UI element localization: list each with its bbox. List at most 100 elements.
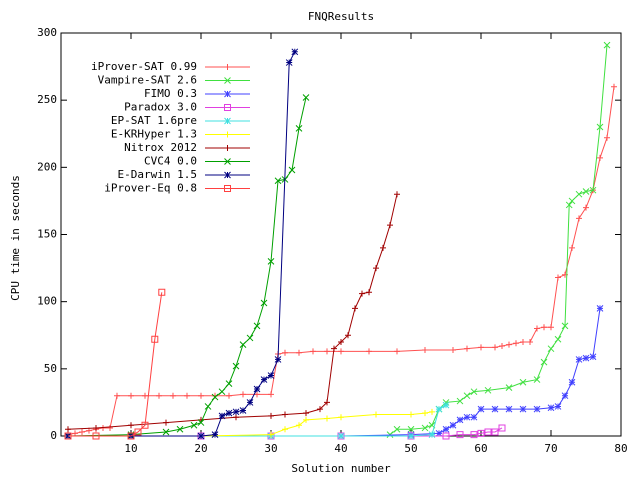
marker — [163, 419, 169, 426]
marker — [498, 424, 506, 432]
marker — [373, 265, 379, 272]
marker — [492, 344, 498, 351]
marker — [596, 305, 604, 312]
marker — [554, 403, 562, 410]
marker — [554, 335, 562, 343]
marker — [239, 341, 247, 349]
marker — [561, 392, 569, 400]
legend-marker — [224, 104, 231, 111]
marker — [225, 409, 233, 417]
marker — [547, 404, 555, 412]
marker — [218, 388, 226, 396]
marker — [513, 340, 519, 347]
marker — [324, 399, 330, 406]
marker — [394, 348, 400, 355]
marker — [128, 422, 134, 429]
marker — [285, 59, 293, 66]
marker — [470, 413, 478, 421]
marker — [72, 430, 78, 437]
series-line — [68, 292, 163, 437]
marker — [268, 391, 274, 398]
y-tick-label: 250 — [37, 93, 57, 106]
marker — [435, 405, 443, 413]
y-tick-label: 200 — [37, 160, 57, 173]
marker — [597, 154, 603, 161]
legend-label: EP-SAT 1.6pre — [111, 114, 197, 127]
marker — [575, 190, 583, 198]
marker — [295, 125, 303, 132]
legend-label: E-KRHyper 1.3 — [111, 128, 197, 141]
marker — [408, 411, 414, 418]
legend-label: iProver-Eq 0.8 — [104, 182, 197, 195]
marker — [198, 392, 204, 399]
x-tick-label: 20 — [194, 442, 207, 455]
y-tick-label: 0 — [50, 429, 57, 442]
marker — [435, 429, 443, 437]
marker — [478, 344, 484, 351]
legend-label: FIMO 0.3 — [144, 87, 197, 100]
y-tick-label: 100 — [37, 295, 57, 308]
marker — [64, 432, 72, 440]
legend-label: CVC4 0.0 — [144, 155, 197, 168]
marker — [548, 324, 554, 331]
marker — [282, 411, 288, 418]
marker — [604, 134, 610, 141]
marker — [128, 392, 134, 399]
marker — [65, 426, 71, 433]
marker — [533, 376, 541, 383]
marker — [373, 411, 379, 418]
marker — [267, 258, 275, 265]
marker — [576, 215, 582, 222]
marker — [541, 324, 547, 331]
series-line — [68, 308, 601, 437]
marker — [527, 338, 533, 345]
marker — [93, 424, 99, 431]
marker — [499, 342, 505, 349]
marker — [158, 288, 166, 296]
marker — [303, 416, 309, 423]
marker — [456, 416, 464, 424]
marker — [127, 432, 135, 440]
marker — [449, 421, 457, 429]
x-tick-label: 50 — [404, 442, 417, 455]
legend-marker — [224, 64, 231, 70]
marker — [394, 191, 400, 198]
marker — [92, 432, 100, 440]
marker — [428, 431, 436, 439]
x-axis-label: Solution number — [291, 462, 391, 475]
marker — [534, 325, 540, 332]
marker — [603, 41, 611, 49]
marker — [260, 299, 268, 307]
marker — [568, 378, 576, 386]
marker — [232, 408, 240, 416]
marker — [190, 421, 198, 429]
marker — [450, 347, 456, 354]
series-line — [68, 404, 447, 437]
marker — [583, 204, 589, 211]
marker — [268, 431, 274, 438]
marker — [338, 338, 344, 345]
x-tick-label: 70 — [544, 442, 557, 455]
marker — [170, 392, 176, 399]
marker — [303, 410, 309, 417]
marker — [282, 426, 288, 433]
marker — [324, 348, 330, 355]
marker — [184, 392, 190, 399]
marker — [226, 392, 232, 399]
marker — [533, 405, 541, 413]
y-tick-label: 300 — [37, 26, 57, 39]
marker — [519, 405, 527, 413]
marker — [260, 376, 268, 383]
marker — [359, 290, 365, 297]
marker — [254, 391, 260, 398]
marker — [197, 419, 205, 426]
marker — [387, 222, 393, 229]
x-tick-label: 80 — [614, 442, 627, 455]
marker — [156, 392, 162, 399]
marker — [442, 401, 450, 409]
marker — [589, 186, 597, 194]
marker — [162, 428, 170, 436]
marker — [296, 349, 302, 356]
marker — [246, 399, 254, 406]
legend-label: E-Darwin 1.5 — [118, 168, 197, 181]
